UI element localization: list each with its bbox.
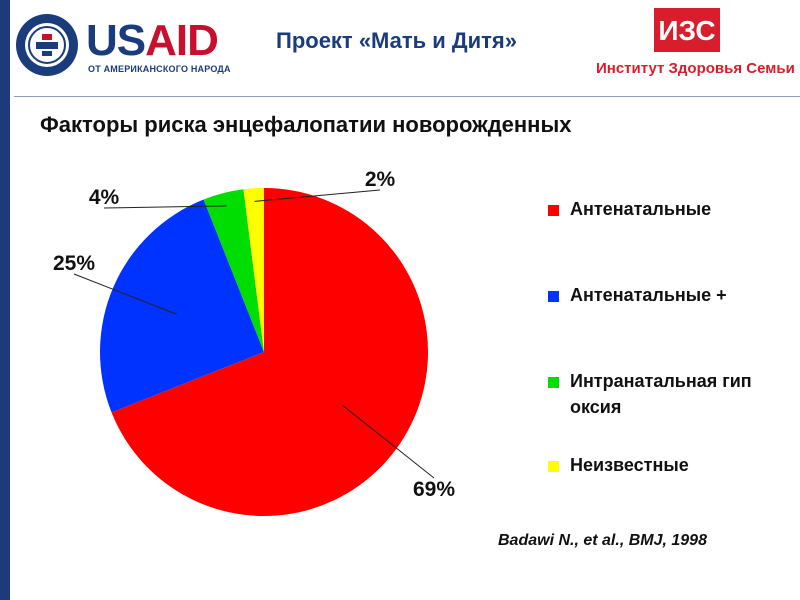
legend-swatch: [548, 205, 559, 216]
legend-label: Интранатальная гипоксия: [570, 371, 752, 417]
usaid-subtitle: ОТ АМЕРИКАНСКОГО НАРОДА: [88, 64, 231, 74]
slice-antenatal: [111, 188, 429, 517]
data-label: 25%: [53, 252, 95, 275]
usaid-logo: USAID: [86, 16, 219, 65]
slice-intrapartum-hypoxia: [203, 189, 264, 352]
leader-line: [73, 273, 177, 315]
usaid-seal-icon: [16, 14, 78, 76]
project-title: Проект «Мать и Дитя»: [276, 28, 517, 53]
legend-label: Антенатальные: [570, 199, 712, 219]
legend-label: Антенатальные +: [570, 285, 727, 305]
legend-swatch: [548, 377, 559, 388]
data-label: 4%: [89, 186, 120, 209]
legend-label: Неизвестные: [570, 455, 689, 475]
legend-swatch: [548, 461, 559, 472]
slice-unknown: [243, 188, 264, 352]
leader-line: [103, 205, 227, 209]
legend-item-antenatal-plus: Антенатальные +: [548, 282, 758, 308]
org-name: Институт Здоровья Семьи: [596, 60, 795, 77]
izs-logo: ИЗС: [654, 8, 720, 52]
leader-line: [342, 405, 435, 479]
data-label: 69%: [413, 478, 455, 501]
slice-antenatal-plus: [99, 199, 264, 413]
left-accent-bar: [0, 0, 10, 600]
citation: Badawi N., et al., BMJ, 1998: [498, 532, 707, 549]
legend-item-intrapartum-hypoxia: Интранатальная гипоксия: [548, 368, 758, 420]
legend-item-unknown: Неизвестные: [548, 452, 758, 478]
leader-line: [254, 189, 381, 202]
legend-item-antenatal: Антенатальные: [548, 196, 758, 222]
data-label: 2%: [365, 168, 396, 191]
legend-swatch: [548, 291, 559, 302]
header-divider: [14, 96, 800, 97]
chart-title: Факторы риска энцефалопатии новорожденны…: [40, 112, 572, 137]
